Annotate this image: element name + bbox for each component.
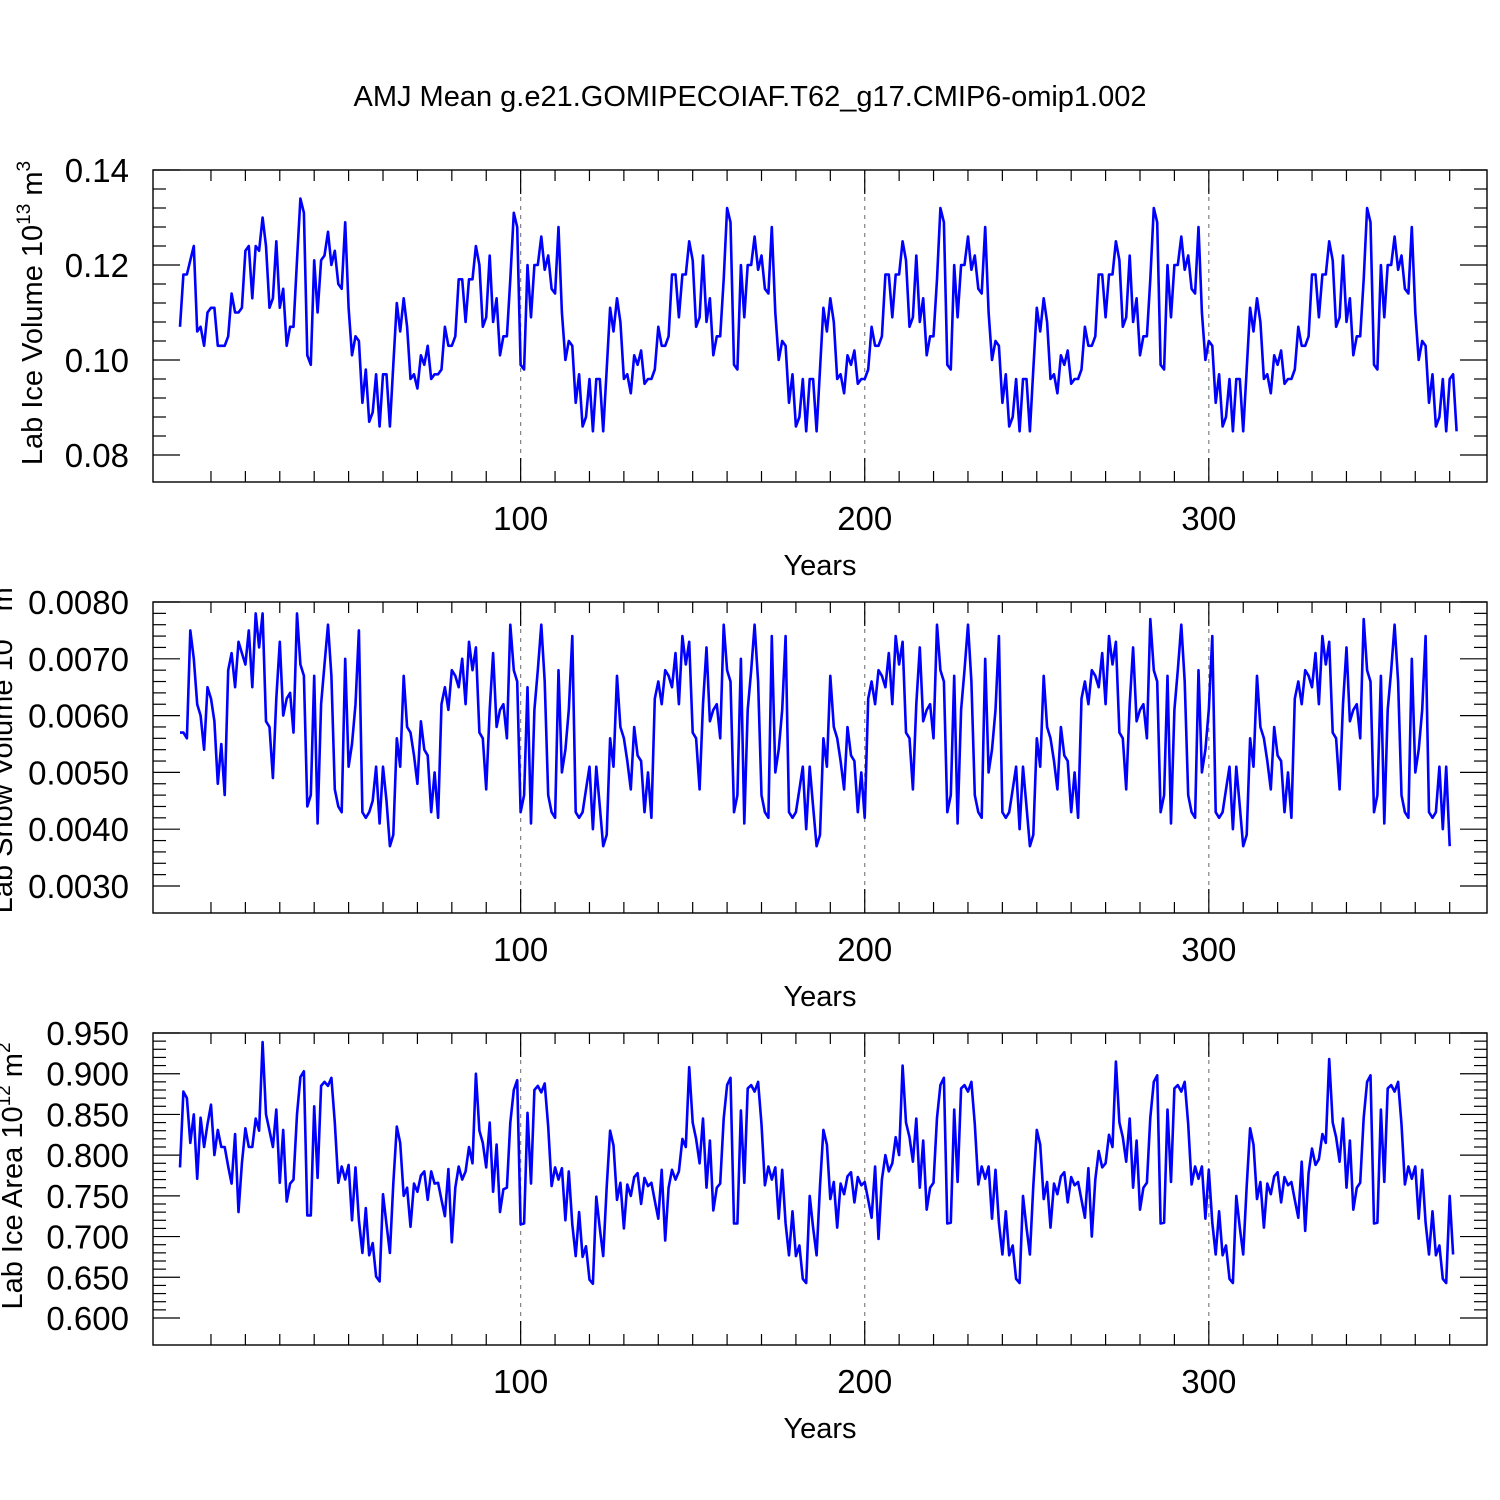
panel-1: 100 200 300 0.08 0.10 0.12 0.14 Years Lab Ice Vo… bbox=[14, 152, 1488, 582]
x-tick-label: 200 bbox=[837, 500, 892, 537]
y-tick-label: 0.0040 bbox=[28, 811, 129, 848]
y-axis-title-part: m bbox=[0, 1053, 29, 1085]
y-axis-title-part: m bbox=[17, 171, 49, 203]
plot-frame bbox=[152, 601, 1488, 914]
y-axis-title-superscript: 3 bbox=[0, 577, 5, 588]
x-axis-title: Years bbox=[783, 550, 856, 582]
plot-frame bbox=[152, 169, 1488, 483]
y-tick-label: 0.0050 bbox=[28, 754, 129, 791]
y-tick-label: 0.950 bbox=[46, 1015, 129, 1052]
y-axis-title: Lab Ice Area 1012 m2 bbox=[0, 1042, 29, 1309]
y-tick-label: 0.12 bbox=[65, 247, 129, 284]
y-tick-label: 0.800 bbox=[46, 1137, 129, 1174]
y-tick-label: 0.0060 bbox=[28, 698, 129, 735]
y-tick-label: 0.750 bbox=[46, 1178, 129, 1215]
x-axis-title: Years bbox=[783, 1413, 856, 1445]
y-tick-label: 0.0070 bbox=[28, 641, 129, 678]
x-tick-label: 200 bbox=[837, 931, 892, 968]
series-line bbox=[180, 612, 1451, 848]
y-axis-title-part: Lab Snow Volume 10 bbox=[0, 639, 19, 913]
y-axis-title: Lab Ice Volume 1013 m3 bbox=[14, 161, 49, 465]
panels: 100 200 300 0.08 0.10 0.12 0.14 Years Lab Ice Vo… bbox=[0, 152, 1488, 1445]
y-axis-title-superscript: 3 bbox=[14, 161, 35, 172]
y-tick-label: 0.10 bbox=[65, 342, 129, 379]
y-axis-title-part: Lab Ice Area 10 bbox=[0, 1106, 29, 1309]
y-axis-title: Lab Snow Volume 1011 m3 bbox=[0, 577, 19, 914]
x-tick-label: 200 bbox=[837, 1363, 892, 1400]
y-tick-label: 0.0030 bbox=[28, 868, 129, 905]
y-axis-title-part: Lab Ice Volume 10 bbox=[17, 225, 49, 465]
y-axis-title-part: m bbox=[0, 587, 19, 619]
x-tick-label: 100 bbox=[493, 931, 548, 968]
y-tick-label: 0.08 bbox=[65, 437, 129, 474]
x-tick-label: 300 bbox=[1181, 931, 1236, 968]
x-tick-label: 100 bbox=[493, 1363, 548, 1400]
x-tick-label: 300 bbox=[1181, 1363, 1236, 1400]
y-tick-label: 0.850 bbox=[46, 1096, 129, 1133]
y-axis-title-superscript: 2 bbox=[0, 1042, 15, 1053]
x-tick-label: 100 bbox=[493, 500, 548, 537]
y-axis-title-superscript: 12 bbox=[0, 1085, 15, 1106]
y-tick-label: 0.900 bbox=[46, 1056, 129, 1093]
x-axis-title: Years bbox=[783, 981, 856, 1013]
y-tick-label: 0.700 bbox=[46, 1219, 129, 1256]
panel-3: 100 200 3000.6000.6500.7000.7500.8000.8500… bbox=[0, 1015, 1488, 1445]
plot-frame bbox=[152, 1032, 1488, 1346]
y-axis-title-superscript: 13 bbox=[14, 204, 35, 225]
figure-title: AMJ Mean g.e21.GOMIPECOIAF.T62_g17.CMIP6… bbox=[353, 81, 1146, 113]
y-tick-label: 0.0080 bbox=[28, 584, 129, 621]
series-line bbox=[178, 197, 1458, 433]
y-axis-title-superscript: 11 bbox=[0, 619, 5, 639]
panel-2: 100 200 300 0.0030 0.0040 0.0050 0.0060 0.0070 0… bbox=[0, 577, 1488, 1013]
series-line bbox=[178, 1040, 1455, 1286]
y-tick-label: 0.650 bbox=[46, 1259, 129, 1296]
x-tick-label: 300 bbox=[1181, 500, 1236, 537]
y-tick-label: 0.600 bbox=[46, 1300, 129, 1337]
y-tick-label: 0.14 bbox=[65, 152, 129, 189]
